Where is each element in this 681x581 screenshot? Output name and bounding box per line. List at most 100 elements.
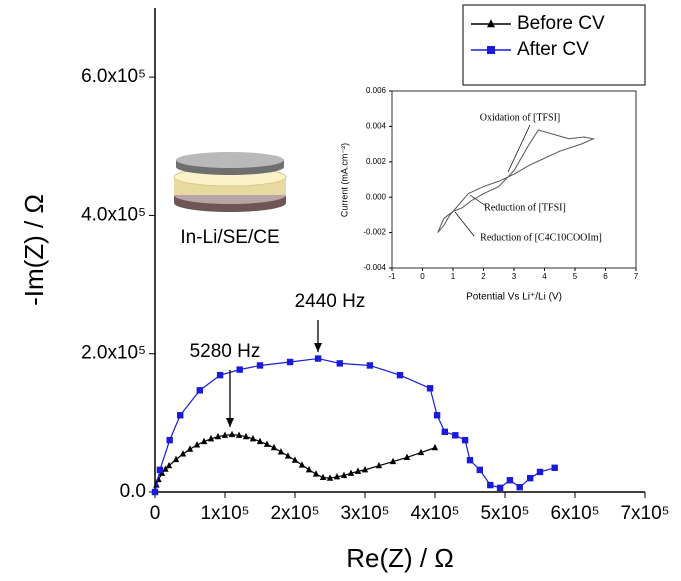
- legend-marker: [487, 19, 495, 28]
- annotation: 2440 Hz: [295, 291, 366, 312]
- y-tick-label: 4.0x10⁵: [81, 204, 146, 225]
- marker: [263, 440, 271, 447]
- x-tick-label: -1: [388, 272, 396, 281]
- marker: [347, 469, 355, 476]
- legend-box: [462, 4, 646, 86]
- marker: [441, 428, 448, 436]
- annotation-arrow: [454, 211, 475, 237]
- y-axis-label: -Im(Z) / Ω: [19, 194, 49, 306]
- legend-label: After CV: [517, 39, 589, 60]
- annotation: Oxidation of [TFSI]: [480, 112, 561, 123]
- annotation-arrow: [469, 194, 487, 207]
- marker: [277, 448, 285, 455]
- arrow-head: [226, 418, 234, 427]
- marker: [431, 443, 439, 451]
- x-tick-label: 7: [634, 272, 639, 281]
- marker: [366, 362, 374, 369]
- x-tick-label: 5: [573, 272, 578, 281]
- series-line: [437, 129, 595, 233]
- marker: [536, 468, 544, 476]
- marker: [196, 387, 203, 394]
- y-axis-label: Current (mA.cm⁻²): [339, 143, 349, 217]
- marker: [151, 488, 159, 496]
- annotation-arrow: [507, 124, 531, 173]
- x-tick-label: 0: [150, 503, 161, 524]
- x-tick-label: 3x10⁵: [340, 503, 389, 524]
- marker: [312, 470, 320, 477]
- marker: [333, 472, 341, 480]
- x-tick-label: 5x10⁵: [480, 503, 529, 524]
- y-tick-label: -0.002: [363, 228, 386, 237]
- marker: [186, 445, 194, 452]
- marker: [200, 437, 208, 445]
- x-axis-label: Re(Z) / Ω: [346, 543, 454, 573]
- x-tick-label: 2x10⁵: [270, 503, 319, 524]
- marker: [403, 453, 411, 460]
- y-tick-label: 0.000: [366, 192, 387, 201]
- y-tick-label: 2.0x10⁵: [81, 343, 146, 364]
- annotation: In-Li/SE/CE: [180, 227, 279, 248]
- annotation: Reduction of [C4C10COOIm]: [480, 232, 602, 243]
- marker: [396, 371, 404, 379]
- marker: [235, 431, 243, 438]
- x-tick-label: 0: [420, 272, 425, 281]
- marker: [214, 432, 222, 440]
- marker: [336, 360, 343, 367]
- x-tick-label: 1x10⁵: [200, 503, 249, 524]
- marker: [242, 432, 250, 440]
- marker: [340, 471, 348, 478]
- marker: [298, 461, 306, 468]
- marker: [426, 385, 434, 392]
- marker: [249, 434, 257, 442]
- x-axis-label: Potential Vs Li⁺/Li (V): [466, 292, 562, 303]
- marker: [506, 477, 514, 484]
- x-tick-label: 4x10⁵: [410, 503, 459, 524]
- marker: [228, 430, 236, 438]
- marker: [256, 437, 264, 445]
- marker: [256, 362, 264, 369]
- marker: [417, 448, 425, 456]
- marker: [433, 412, 441, 419]
- x-tick-label: 7x10⁵: [620, 503, 669, 524]
- marker: [326, 474, 334, 481]
- y-tick-label: 0.004: [366, 122, 387, 131]
- marker: [284, 452, 292, 459]
- x-tick-label: 6: [603, 272, 608, 281]
- arrow-head: [314, 343, 322, 352]
- y-tick-label: 0.0: [120, 481, 146, 502]
- x-tick-label: 4: [542, 272, 547, 281]
- marker: [516, 483, 523, 491]
- marker: [221, 431, 229, 438]
- marker: [389, 457, 397, 465]
- marker: [236, 366, 243, 373]
- marker: [162, 465, 169, 472]
- marker: [286, 358, 294, 366]
- x-tick-label: 1: [451, 272, 456, 281]
- legend-label: Before CV: [517, 13, 605, 34]
- marker: [177, 412, 184, 419]
- y-tick-label: 6.0x10⁵: [81, 66, 146, 87]
- marker: [496, 484, 504, 492]
- marker: [166, 436, 173, 444]
- y-tick-label: 0.002: [366, 157, 387, 166]
- x-tick-label: 2: [481, 272, 486, 281]
- cell-illustration: [173, 152, 287, 212]
- marker: [487, 481, 494, 489]
- marker: [172, 455, 180, 463]
- marker: [193, 441, 201, 448]
- marker: [179, 450, 187, 457]
- marker: [291, 456, 299, 463]
- annotation: 5280 Hz: [190, 341, 261, 362]
- annotation: Reduction of [TFSI]: [484, 202, 566, 213]
- marker: [375, 461, 383, 469]
- marker: [319, 473, 327, 481]
- x-tick-label: 3: [512, 272, 517, 281]
- y-tick-label: 0.006: [366, 86, 387, 95]
- marker: [527, 474, 534, 482]
- marker: [452, 432, 459, 439]
- marker: [216, 371, 224, 379]
- marker: [354, 467, 362, 474]
- marker: [270, 443, 278, 451]
